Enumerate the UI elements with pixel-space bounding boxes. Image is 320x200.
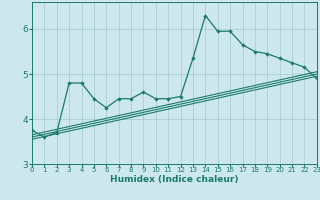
X-axis label: Humidex (Indice chaleur): Humidex (Indice chaleur) (110, 175, 239, 184)
